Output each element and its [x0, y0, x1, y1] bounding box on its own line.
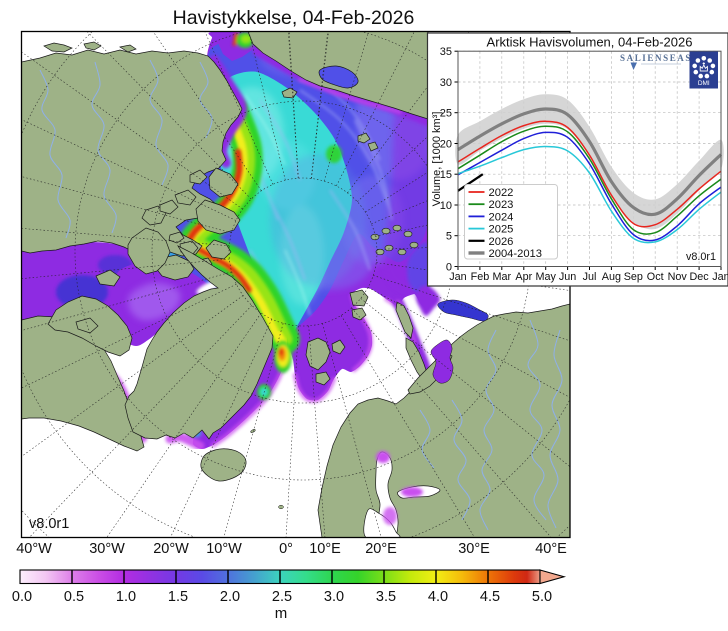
svg-text:2024: 2024 [489, 211, 514, 223]
svg-text:4.5: 4.5 [480, 589, 500, 605]
svg-text:Oct: Oct [647, 271, 664, 283]
svg-text:Mar: Mar [492, 271, 511, 283]
svg-text:May: May [535, 271, 556, 283]
svg-text:2.0: 2.0 [220, 589, 240, 605]
svg-text:35: 35 [440, 46, 452, 58]
svg-text:Jan: Jan [449, 271, 466, 283]
svg-text:1.0: 1.0 [116, 589, 136, 605]
svg-text:Arktisk Havisvolumen, 04-Feb-2: Arktisk Havisvolumen, 04-Feb-2026 [487, 35, 693, 50]
svg-text:3.5: 3.5 [376, 589, 396, 605]
svg-text:20°W: 20°W [153, 541, 189, 557]
svg-text:2004-2013: 2004-2013 [489, 248, 543, 260]
svg-text:4.0: 4.0 [428, 589, 448, 605]
svg-text:2025: 2025 [489, 224, 514, 236]
svg-text:1.5: 1.5 [168, 589, 188, 605]
svg-text:30°E: 30°E [458, 541, 490, 557]
svg-text:40°E: 40°E [535, 541, 567, 557]
svg-text:2026: 2026 [489, 236, 514, 248]
svg-text:Jan: Jan [712, 271, 728, 283]
svg-text:20: 20 [440, 138, 452, 150]
svg-text:10°E: 10°E [309, 541, 341, 557]
svg-text:SALIENSEAS: SALIENSEAS [620, 53, 692, 63]
svg-text:0.0: 0.0 [12, 589, 32, 605]
svg-text:v8.0r1: v8.0r1 [29, 516, 69, 532]
svg-text:2022: 2022 [489, 187, 514, 199]
svg-text:3.0: 3.0 [324, 589, 344, 605]
svg-text:30°W: 30°W [89, 541, 125, 557]
svg-text:25: 25 [440, 108, 452, 120]
svg-text:5.0: 5.0 [532, 589, 552, 605]
svg-text:10°W: 10°W [206, 541, 242, 557]
svg-text:Sep: Sep [624, 271, 643, 283]
svg-text:Volume, [1000 km³]: Volume, [1000 km³] [431, 112, 443, 207]
svg-text:15: 15 [440, 169, 452, 181]
svg-text:Feb: Feb [471, 271, 490, 283]
svg-text:Dec: Dec [689, 271, 709, 283]
svg-text:5: 5 [446, 231, 452, 243]
svg-text:Jul: Jul [583, 271, 597, 283]
svg-text:v8.0r1: v8.0r1 [686, 251, 716, 263]
svg-text:10: 10 [440, 200, 452, 212]
svg-text:Apr: Apr [515, 271, 532, 283]
svg-text:20°E: 20°E [365, 541, 397, 557]
svg-text:DMI: DMI [698, 80, 710, 87]
svg-text:30: 30 [440, 77, 452, 89]
svg-text:0°: 0° [279, 541, 293, 557]
svg-text:Havistykkelse, 04-Feb-2026: Havistykkelse, 04-Feb-2026 [173, 7, 415, 29]
svg-text:2.5: 2.5 [272, 589, 292, 605]
svg-text:Nov: Nov [668, 271, 688, 283]
svg-text:40°W: 40°W [16, 541, 52, 557]
svg-text:0.5: 0.5 [64, 589, 84, 605]
svg-text:Jun: Jun [559, 271, 576, 283]
svg-text:0: 0 [446, 261, 452, 273]
svg-text:m: m [275, 605, 288, 622]
svg-text:2023: 2023 [489, 199, 514, 211]
svg-text:Aug: Aug [602, 271, 621, 283]
